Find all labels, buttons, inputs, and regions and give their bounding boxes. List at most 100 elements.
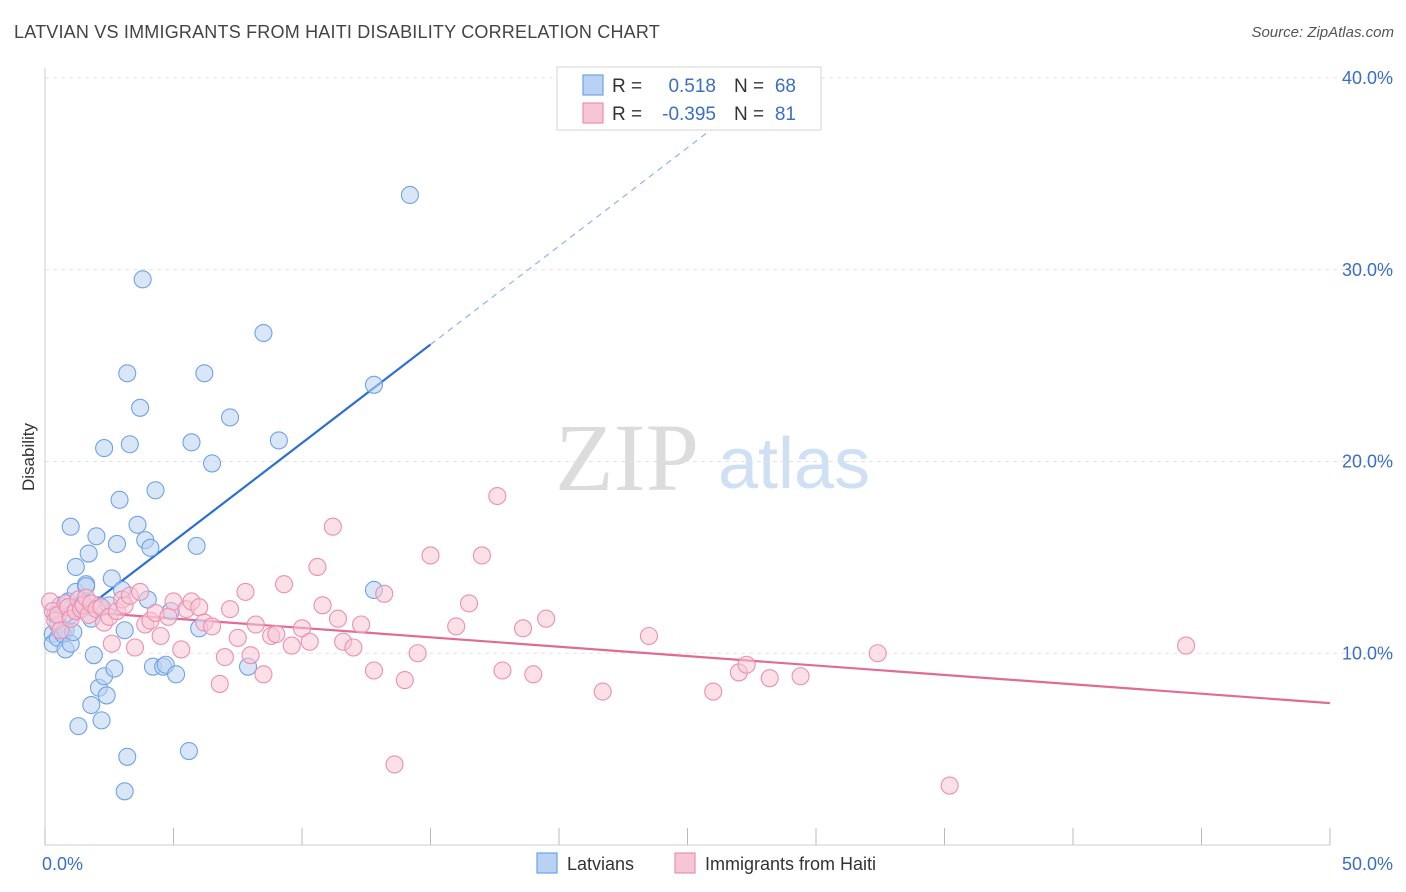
point-latvians [182, 433, 201, 452]
point-latvians [115, 782, 134, 801]
point-latvians [105, 659, 124, 678]
point-haiti [274, 575, 294, 594]
point-haiti [131, 582, 150, 601]
point-haiti [513, 619, 533, 638]
legend-swatch-latvians [582, 74, 604, 96]
point-haiti [323, 517, 342, 536]
legend-n-label-2: N = [734, 104, 764, 125]
point-haiti [236, 582, 255, 601]
point-haiti [868, 644, 887, 663]
point-haiti [760, 669, 779, 688]
axes [44, 68, 1331, 846]
point-haiti [267, 625, 286, 644]
correlation-legend: R = 0.518 N = 68 R = -0.395 N = 81 [556, 66, 822, 131]
point-haiti [639, 626, 659, 646]
point-latvians [220, 408, 240, 427]
point-haiti [385, 755, 404, 774]
bottom-legend-label-latvians: Latvians [567, 854, 634, 874]
point-latvians [167, 665, 186, 684]
point-haiti [352, 615, 371, 634]
bottom-legend-swatch-latvians [536, 852, 558, 874]
point-haiti [210, 674, 229, 693]
point-latvians [95, 439, 114, 458]
point-latvians [97, 686, 116, 705]
point-haiti [447, 617, 466, 636]
point-latvians [61, 517, 80, 536]
point-latvians [92, 711, 111, 730]
point-haiti [313, 596, 332, 615]
tick-labels: 10.0% 20.0% 30.0% 40.0% 0.0% 50.0% [42, 68, 1393, 874]
point-latvians [269, 431, 288, 450]
point-latvians [141, 538, 160, 557]
point-haiti [537, 609, 556, 628]
point-haiti [328, 609, 348, 628]
x-tick-label: 50.0% [1342, 854, 1393, 874]
point-latvians [118, 747, 137, 766]
legend-r-value-2: -0.395 [662, 104, 716, 125]
point-haiti [524, 665, 543, 684]
legend-r-value-1: 0.518 [668, 76, 716, 97]
legend-n-value-1: 68 [775, 76, 796, 97]
point-latvians [128, 515, 147, 534]
point-latvians [118, 364, 137, 383]
point-haiti [421, 546, 440, 565]
point-haiti [220, 600, 240, 619]
point-latvians [120, 435, 139, 454]
point-haiti [190, 598, 209, 617]
point-haiti [125, 638, 144, 657]
point-haiti [308, 557, 327, 577]
point-latvians [195, 364, 214, 383]
legend-swatch-haiti [582, 102, 604, 124]
point-latvians [66, 557, 85, 577]
point-haiti [364, 661, 384, 680]
point-latvians [69, 717, 88, 736]
point-haiti [241, 646, 260, 665]
point-latvians [79, 544, 98, 563]
y-tick-label: 20.0% [1342, 452, 1393, 472]
point-haiti [375, 584, 394, 603]
point-haiti [493, 661, 512, 680]
point-latvians [187, 536, 206, 555]
series-legend: Latvians Immigrants from Haiti [536, 852, 876, 874]
trend-line-latvians [44, 343, 432, 641]
point-haiti [51, 621, 70, 640]
point-latvians [364, 375, 384, 394]
y-tick-label: 40.0% [1342, 68, 1393, 88]
point-latvians [179, 741, 198, 761]
point-haiti [246, 615, 265, 634]
point-latvians [82, 695, 101, 715]
point-haiti [459, 594, 479, 613]
point-haiti [940, 776, 959, 795]
gridlines [45, 77, 1393, 654]
point-latvians [133, 270, 152, 289]
chart-title: LATVIAN VS IMMIGRANTS FROM HAITI DISABIL… [14, 22, 660, 42]
point-haiti [292, 619, 312, 638]
point-haiti [408, 644, 427, 663]
point-haiti [472, 546, 491, 565]
point-latvians [107, 534, 127, 554]
point-latvians [254, 323, 273, 343]
point-haiti [151, 626, 170, 646]
watermark-zip: ZIP [555, 404, 699, 511]
source-credit: Source: ZipAtlas.com [1251, 24, 1394, 41]
legend-n-label-1: N = [734, 76, 764, 97]
point-latvians [102, 569, 121, 588]
legend-r-label-1: R = [612, 76, 642, 97]
point-haiti [228, 628, 247, 647]
point-haiti [172, 640, 191, 659]
point-latvians [110, 490, 129, 509]
point-haiti [488, 486, 507, 506]
point-haiti [737, 655, 756, 674]
x-tick-label: 0.0% [42, 854, 83, 874]
legend-r-label-2: R = [612, 104, 642, 125]
point-haiti [1177, 636, 1196, 655]
point-haiti [593, 682, 612, 701]
point-haiti [395, 671, 414, 690]
point-haiti [300, 632, 319, 651]
point-haiti [704, 682, 723, 701]
trend-line-latvians-extension [430, 97, 753, 346]
point-latvians [87, 527, 106, 546]
watermark-atlas: atlas [718, 424, 870, 504]
data-points [41, 185, 1196, 801]
point-haiti [344, 638, 363, 657]
